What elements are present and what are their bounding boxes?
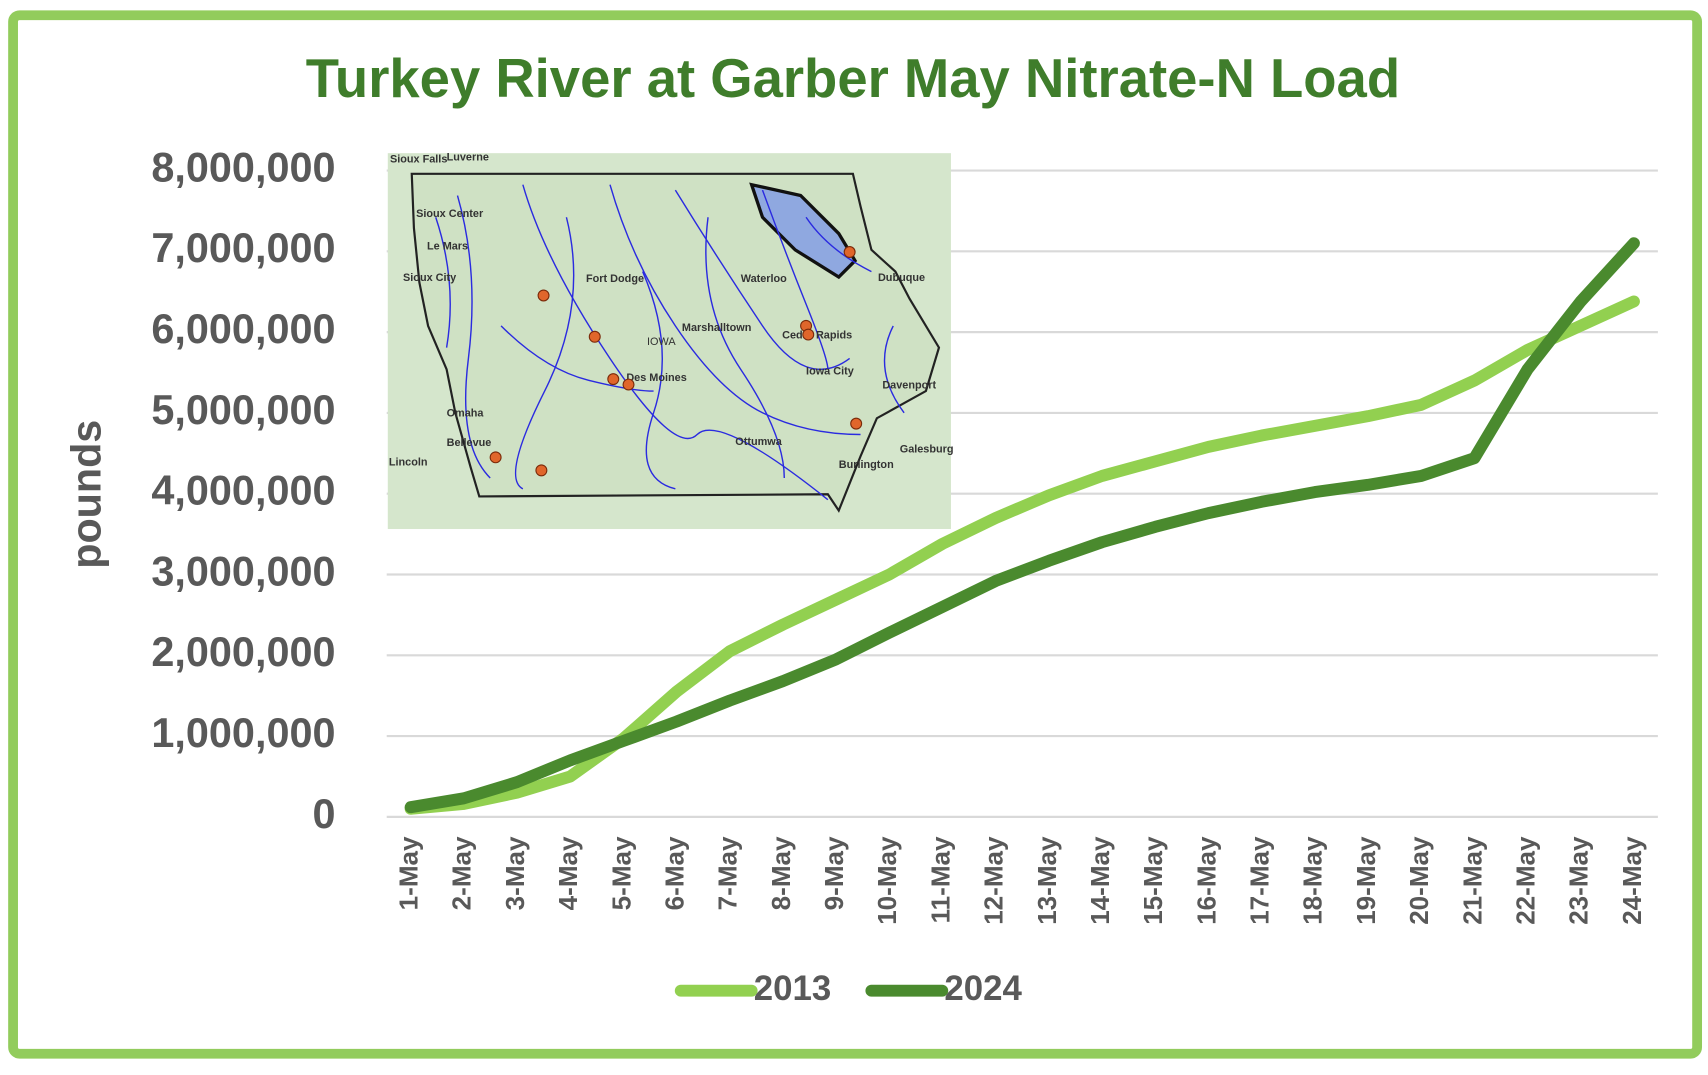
y-tick-label: 7,000,000 (151, 225, 335, 271)
map-label: Lincoln (389, 457, 428, 469)
x-tick-label: 4-May (553, 836, 583, 910)
legend: 2013 2024 (674, 969, 1023, 1008)
y-tick-label: 5,000,000 (151, 387, 335, 433)
map-label: IOWA (647, 336, 676, 348)
x-tick-label: 16-May (1191, 836, 1221, 925)
x-tick-label: 14-May (1085, 836, 1115, 925)
map-label: Burlington (839, 459, 894, 471)
x-tick-label: 13-May (1032, 836, 1062, 925)
x-tick-label: 24-May (1617, 836, 1647, 925)
rivers (435, 184, 905, 501)
x-tick-label: 3-May (500, 836, 530, 910)
map-label: Waterloo (741, 273, 787, 285)
y-tick-label: 1,000,000 (151, 710, 335, 756)
y-axis-label: pounds (63, 420, 109, 569)
y-tick-label: 2,000,000 (151, 629, 335, 675)
map-label: Luverne (447, 151, 489, 163)
x-tick-label: 11-May (925, 836, 955, 923)
x-tick-label: 10-May (872, 836, 902, 925)
x-tick-label: 19-May (1351, 836, 1381, 925)
y-tick-label: 4,000,000 (151, 468, 335, 514)
x-tick-label: 15-May (1138, 836, 1168, 925)
x-tick-label: 8-May (766, 836, 796, 910)
x-tick-label: 12-May (979, 836, 1009, 925)
series-line (404, 237, 1640, 814)
y-tick-label: 3,000,000 (151, 548, 335, 594)
x-tick-label: 9-May (819, 836, 849, 910)
x-tick-label: 5-May (606, 836, 636, 910)
x-tick-label: 2-May (447, 836, 477, 910)
map-label: Iowa City (806, 365, 854, 377)
map-label: Davenport (882, 380, 936, 392)
legend-label: 2013 (754, 969, 832, 1008)
map-label: Galesburg (900, 444, 954, 456)
x-tick-label: 21-May (1457, 836, 1487, 925)
map-label: Ottumwa (735, 436, 782, 448)
map-label: Fort Dodge (586, 273, 644, 285)
x-tick-label: 22-May (1510, 836, 1540, 925)
sites (489, 246, 863, 477)
map-label: Bellevue (447, 437, 492, 449)
legend-label: 2024 (944, 969, 1022, 1008)
map-label: Dubuque (878, 272, 925, 284)
x-tick-label: 1-May (394, 836, 424, 910)
x-tick-label: 7-May (713, 836, 743, 910)
map-label: Sioux City (403, 272, 456, 284)
x-tick-label: 6-May (659, 836, 689, 910)
y-tick-label: 6,000,000 (151, 306, 335, 352)
chart-title: Turkey River at Garber May Nitrate-N Loa… (306, 48, 1400, 109)
map-label: Le Mars (427, 240, 468, 252)
map-labels: Sioux Falls Luverne Sioux Center Le Mars Sio… (389, 151, 954, 470)
x-tick-label: 18-May (1298, 836, 1328, 925)
watershed (749, 182, 858, 280)
map-label: Des Moines (626, 372, 686, 384)
map-label: Cedar Rapids (782, 330, 852, 342)
map-label: Sioux Center (416, 208, 484, 220)
x-tick-label: 23-May (1564, 836, 1594, 925)
x-tick-label: 17-May (1244, 836, 1274, 925)
grid: 0 1,000,000 2,000,000 3,000,000 4,000,000 5,0… (151, 145, 1658, 925)
map-label: Marshalltown (682, 322, 751, 334)
lines (404, 237, 1640, 815)
y-tick-label: 8,000,000 (151, 145, 335, 191)
x-tick-label: 20-May (1404, 836, 1434, 925)
map-label: Omaha (447, 408, 485, 420)
map-inset: Sioux Falls Luverne Sioux Center Le Mars Sio… (387, 151, 954, 530)
y-tick-label: 0 (312, 791, 335, 837)
map-label: Sioux Falls (390, 154, 447, 166)
